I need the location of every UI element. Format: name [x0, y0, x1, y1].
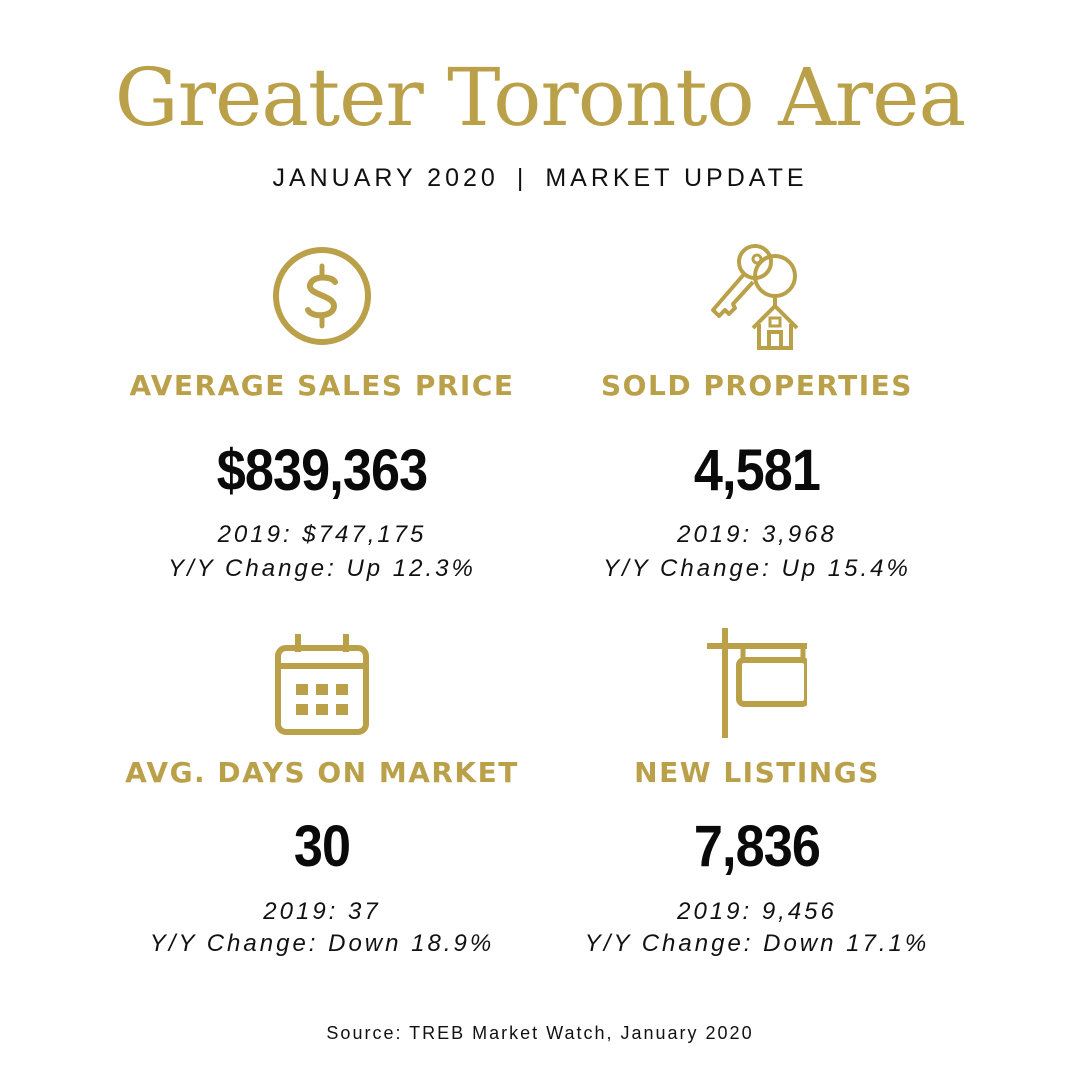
stat-value: 4,581	[693, 438, 821, 503]
period-label: JANUARY 2020	[272, 164, 499, 192]
page-title: Greater Toronto Area	[114, 51, 966, 144]
source-note: Source: TREB Market Watch, January 2020	[326, 1023, 754, 1043]
stat-previous: 2019: 9,456	[677, 898, 837, 925]
stat-value: 7,836	[693, 814, 821, 879]
stat-value: $839,363	[216, 438, 428, 503]
stat-change: Y/Y Change: Up 15.4%	[603, 555, 911, 582]
dollar-circle-icon	[272, 240, 372, 350]
stat-previous: 2019: 37	[263, 898, 381, 925]
key-house-icon	[707, 240, 807, 350]
stat-change: Y/Y Change: Down 18.9%	[149, 930, 495, 957]
sign-post-icon	[707, 628, 817, 738]
stat-previous: 2019: $747,175	[217, 521, 427, 548]
stat-value: 30	[293, 814, 351, 879]
subtitle-label: MARKET UPDATE	[545, 164, 808, 192]
stat-label: SOLD PROPERTIES	[601, 369, 913, 402]
calendar-icon	[272, 628, 372, 738]
subtitle-separator: |	[516, 164, 528, 192]
stat-change: Y/Y Change: Down 17.1%	[584, 930, 930, 957]
stat-label: AVERAGE SALES PRICE	[129, 369, 515, 402]
stat-change: Y/Y Change: Up 12.3%	[168, 555, 476, 582]
stat-label: NEW LISTINGS	[634, 756, 880, 789]
stat-previous: 2019: 3,968	[677, 521, 837, 548]
page-subtitle: JANUARY 2020 | MARKET UPDATE	[0, 160, 1080, 196]
stat-label: AVG. DAYS ON MARKET	[125, 756, 519, 789]
